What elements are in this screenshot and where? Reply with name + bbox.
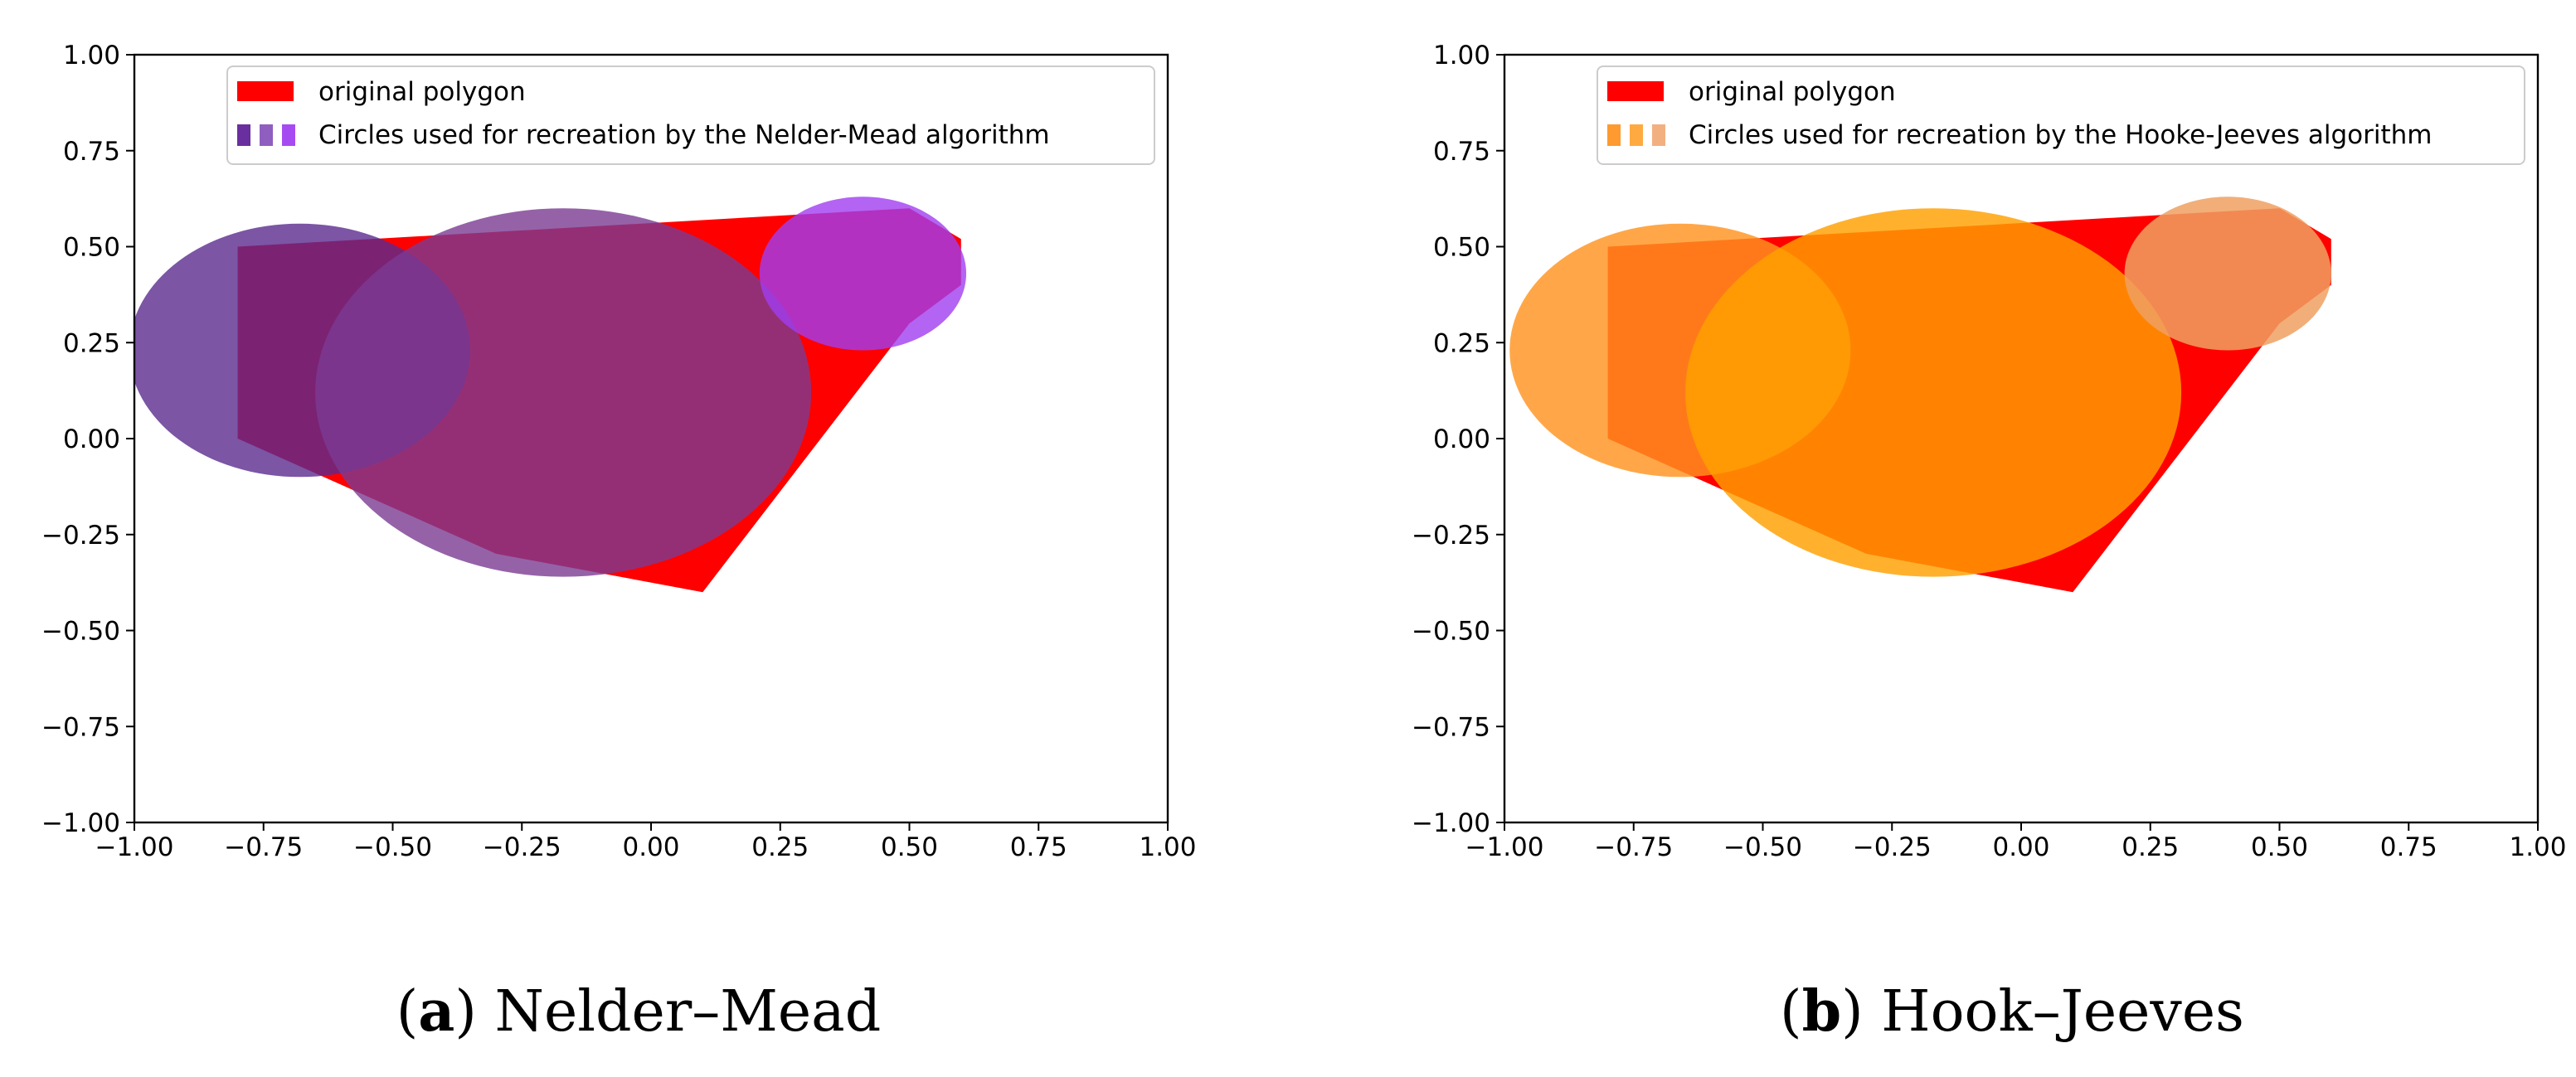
caption-title: Hook–Jeeves — [1881, 979, 2244, 1045]
x-tick-label: 0.50 — [881, 832, 938, 862]
caption-hooke-jeeves: (b) Hook–Jeeves — [1780, 978, 2244, 1045]
legend-swatch-circle-1 — [1607, 124, 1621, 146]
caption-nelder-mead: (a) Nelder–Mead — [396, 978, 882, 1045]
x-tick-label: −1.00 — [1465, 832, 1544, 862]
y-tick-label: 0.00 — [63, 424, 120, 454]
legend-swatch-circle-1 — [237, 124, 250, 146]
y-tick-label: −0.50 — [41, 617, 120, 647]
x-tick-label: 0.00 — [622, 832, 679, 862]
y-tick-label: −1.00 — [41, 808, 120, 838]
legend-swatch-polygon — [1607, 81, 1664, 101]
recreation-circle-3 — [759, 196, 967, 351]
recreation-circle-2 — [1685, 208, 2182, 577]
legend-label-circles: Circles used for recreation by the Nelde… — [318, 120, 1050, 150]
caption-title: Nelder–Mead — [494, 979, 882, 1045]
x-tick-label: 0.25 — [751, 832, 809, 862]
y-tick-label: 0.25 — [1433, 328, 1490, 358]
legend-box — [226, 65, 1155, 165]
x-tick-label: 0.00 — [1992, 832, 2049, 862]
caption-label: b — [1801, 978, 1842, 1045]
x-tick-label: 1.00 — [1139, 832, 1196, 862]
x-tick-label: 1.00 — [2509, 832, 2566, 862]
y-tick-label: 0.75 — [1433, 137, 1490, 167]
plot-area — [134, 196, 967, 593]
x-tick-label: 0.75 — [1010, 832, 1067, 862]
x-tick-label: −0.50 — [1723, 832, 1802, 862]
y-tick-label: 0.50 — [63, 233, 120, 263]
panel-hooke-jeeves: −1.00 −0.75 −0.50 −0.25 0.00 0.25 0.50 0.75 1.00… — [1412, 41, 2567, 862]
y-tick-label: 1.00 — [63, 41, 120, 70]
x-tick-label: −0.25 — [483, 832, 561, 862]
legend-box — [1597, 65, 2525, 165]
x-tick-label: 0.25 — [2122, 832, 2179, 862]
x-tick-label: −0.75 — [1594, 832, 1673, 862]
recreation-circle-3 — [2124, 196, 2331, 351]
y-tick-label: 0.25 — [63, 328, 120, 358]
y-tick-label: 0.00 — [1433, 424, 1490, 454]
legend-swatch-circle-2 — [260, 124, 273, 146]
y-tick-label: −1.00 — [1412, 808, 1490, 838]
y-tick-label: −0.75 — [1412, 712, 1490, 742]
y-tick-label: −0.75 — [41, 712, 120, 742]
y-tick-label: 1.00 — [1433, 41, 1490, 70]
x-tick-label: 0.50 — [2251, 832, 2308, 862]
x-tick-label: −0.50 — [353, 832, 432, 862]
y-tick-label: −0.50 — [1412, 617, 1490, 647]
plot-area — [1509, 196, 2331, 593]
legend-swatch-circle-2 — [1630, 124, 1643, 146]
x-tick-label: −0.75 — [224, 832, 303, 862]
legend-swatch-circle-3 — [282, 124, 295, 146]
legend-label-polygon: original polygon — [1689, 77, 1896, 107]
x-tick-label: 0.75 — [2380, 832, 2437, 862]
y-tick-label: −0.25 — [41, 521, 120, 551]
y-tick-label: −0.25 — [1412, 521, 1490, 551]
recreation-circle-2 — [315, 208, 812, 577]
y-tick-label: 0.50 — [1433, 233, 1490, 263]
x-tick-label: −0.25 — [1853, 832, 1932, 862]
y-tick-label: 0.75 — [63, 137, 120, 167]
legend-swatch-polygon — [237, 81, 294, 101]
x-tick-label: −1.00 — [95, 832, 174, 862]
legend-label-polygon: original polygon — [318, 77, 526, 107]
legend-label-circles: Circles used for recreation by the Hooke… — [1689, 120, 2433, 150]
legend-swatch-circle-3 — [1652, 124, 1665, 146]
panel-nelder-mead: −1.00 −0.75 −0.50 −0.25 0.00 0.25 0.50 0.75 1.00… — [41, 41, 1197, 862]
caption-label: a — [418, 978, 455, 1045]
